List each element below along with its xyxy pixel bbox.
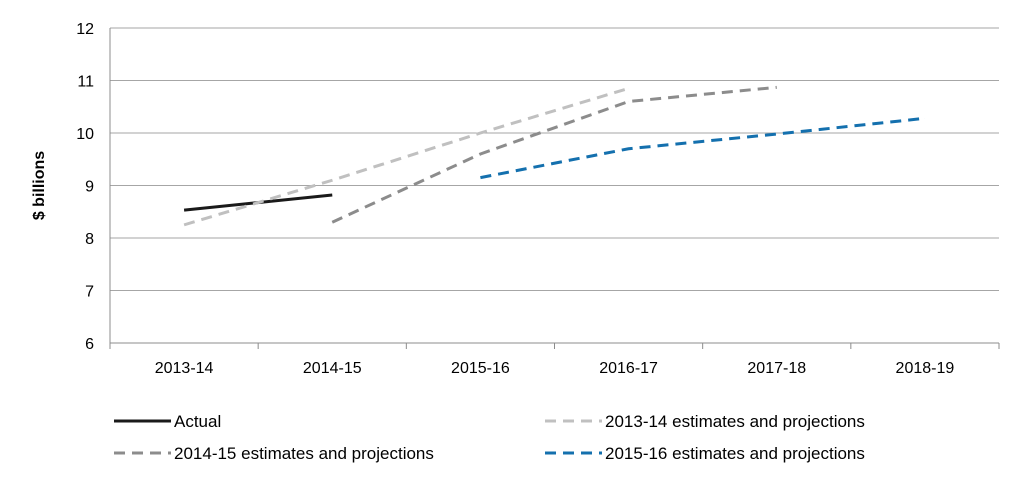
x-tick-label: 2015-16 bbox=[451, 360, 510, 377]
series-line-2 bbox=[331, 85, 777, 224]
series-lines bbox=[183, 85, 926, 227]
x-tick-label: 2014-15 bbox=[303, 360, 362, 377]
legend: Actual 2013-14 estimates and projections 2… bbox=[114, 412, 865, 463]
y-tick-label: 8 bbox=[85, 231, 94, 248]
series-line-3 bbox=[480, 116, 926, 180]
axes bbox=[109, 28, 999, 344]
legend-label: 2014-15 estimates and projections bbox=[174, 444, 434, 463]
x-tick-labels: 2013-14 2014-15 2015-16 2016-17 2017-18 2018-… bbox=[155, 360, 955, 377]
y-tick-label: 10 bbox=[76, 126, 94, 143]
gridlines bbox=[109, 27, 1000, 349]
y-tick-labels: 6 7 8 9 10 11 12 bbox=[76, 21, 94, 353]
legend-label: Actual bbox=[174, 412, 221, 431]
y-tick-label: 11 bbox=[77, 74, 94, 91]
y-tick-label: 6 bbox=[85, 336, 94, 353]
series-line-1 bbox=[183, 86, 630, 227]
y-tick-label: 12 bbox=[76, 21, 94, 38]
x-tick-label: 2016-17 bbox=[599, 360, 658, 377]
y-axis-label: $ billions bbox=[31, 151, 48, 220]
x-tick-label: 2017-18 bbox=[747, 360, 806, 377]
y-tick-label: 7 bbox=[85, 284, 94, 301]
legend-label: 2015-16 estimates and projections bbox=[605, 444, 865, 463]
legend-label: 2013-14 estimates and projections bbox=[605, 412, 865, 431]
x-tick-label: 2018-19 bbox=[896, 360, 955, 377]
y-tick-label: 9 bbox=[85, 179, 94, 196]
x-tick-label: 2013-14 bbox=[155, 360, 214, 377]
